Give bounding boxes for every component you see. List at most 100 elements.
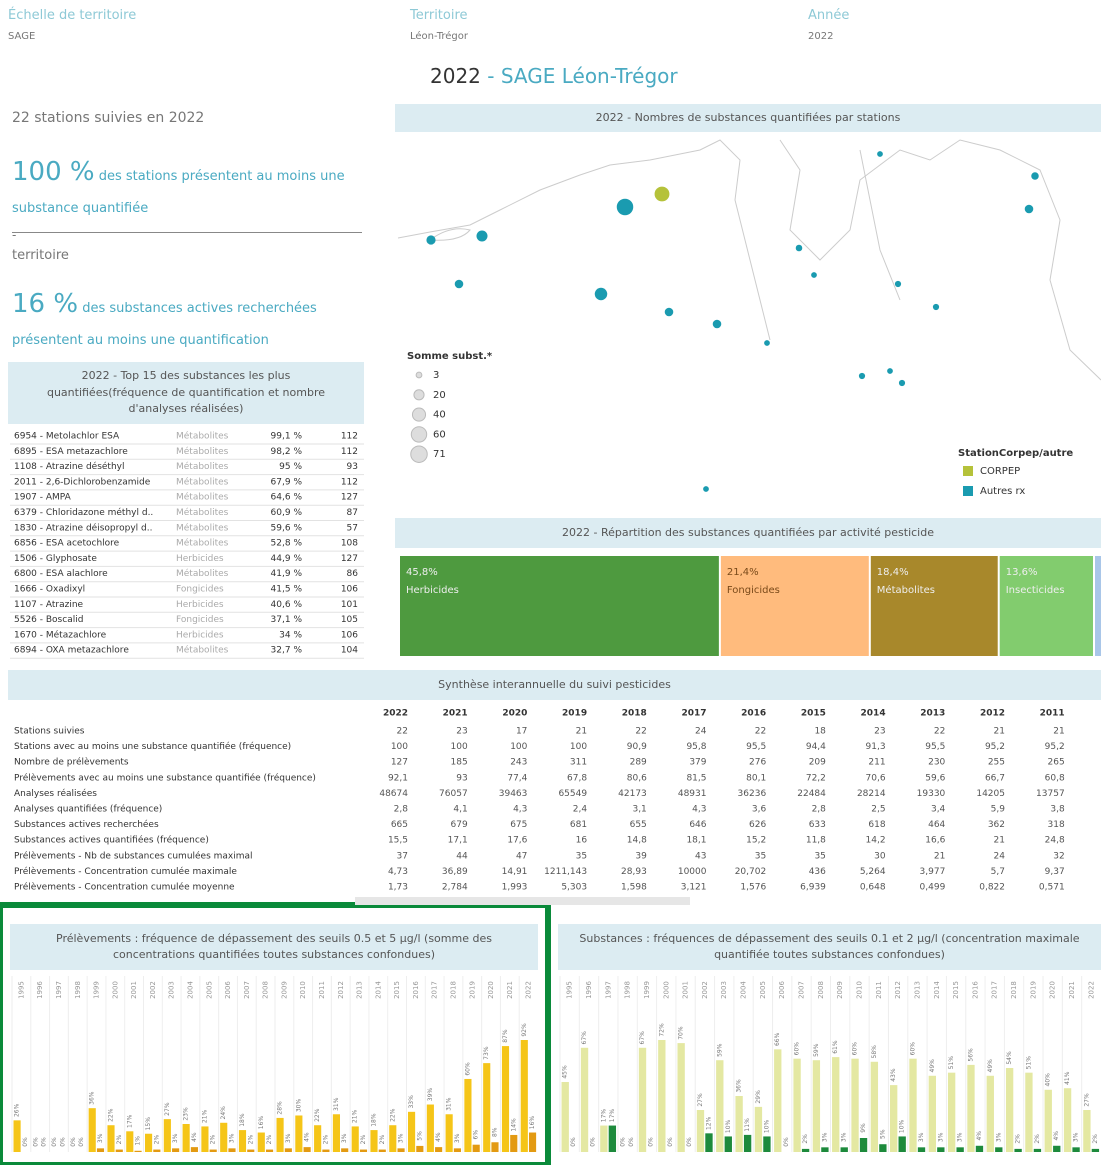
data-label: 51% <box>1025 1056 1032 1070</box>
bar <box>812 1060 821 1152</box>
station <box>654 186 670 202</box>
data-label: 3% <box>97 1133 104 1143</box>
cell: 42173 <box>618 789 647 799</box>
data-label: 9% <box>860 1123 867 1133</box>
cell: 81,5 <box>686 773 706 783</box>
cell: Fongicides <box>176 615 224 625</box>
bar <box>115 1149 123 1152</box>
bar <box>793 1058 801 1152</box>
cell: 276 <box>749 758 766 768</box>
data-label: 60% <box>464 1062 471 1076</box>
title-year: 2022 <box>430 64 481 88</box>
value-label: 45,8% <box>406 567 438 578</box>
cell: 3,6 <box>752 805 767 815</box>
legend-label: 71 <box>433 449 446 460</box>
treemap-cell <box>400 556 719 656</box>
cell: 1,576 <box>740 883 766 893</box>
cell: 57 <box>347 523 358 533</box>
legend-label: Autres rx <box>980 486 1025 497</box>
dashboard-title: 2022 - SAGE Léon-Trégor <box>430 64 678 88</box>
cell: 379 <box>689 758 706 768</box>
bar <box>107 1125 115 1152</box>
bar <box>201 1126 209 1152</box>
bar <box>986 1075 994 1152</box>
territory: territoire <box>12 248 69 263</box>
bar <box>840 1147 848 1152</box>
data-label: 0% <box>628 1137 635 1147</box>
cell: 21 <box>1053 727 1064 737</box>
data-label: 11% <box>744 1118 751 1132</box>
x-tick-label: 2003 <box>168 981 176 999</box>
data-label: 3% <box>285 1133 292 1143</box>
bar <box>341 1148 349 1152</box>
x-tick-label: 2021 <box>506 981 514 999</box>
data-label: 3% <box>454 1133 461 1143</box>
cell: 112 <box>341 447 358 457</box>
bar <box>1063 1088 1072 1152</box>
cell: 1211,143 <box>544 867 587 877</box>
x-tick-label: 1995 <box>17 981 25 999</box>
cell: 16,6 <box>925 836 945 846</box>
cell: 6800 - ESA alachlore <box>14 569 108 579</box>
data-label: 60% <box>910 1042 917 1056</box>
bar <box>658 1040 666 1152</box>
cell: 3,4 <box>931 805 946 815</box>
data-label: 36% <box>736 1079 743 1093</box>
data-label: 10% <box>899 1119 906 1133</box>
x-tick-label: 1996 <box>585 981 593 999</box>
cell: 24,8 <box>1045 836 1065 846</box>
bar <box>520 1040 528 1152</box>
cell: 59,6 <box>925 773 945 783</box>
cell: 100 <box>451 742 468 752</box>
cell: 32 <box>1053 851 1064 861</box>
cell: 679 <box>451 820 468 830</box>
x-tick-label: 1999 <box>93 981 101 999</box>
cell: 1907 - AMPA <box>14 493 72 503</box>
data-label: 51% <box>948 1056 955 1070</box>
cell: 28,93 <box>621 867 647 877</box>
bar <box>491 1142 499 1152</box>
legend-label: 40 <box>433 410 446 421</box>
data-label: 45% <box>562 1065 569 1079</box>
cell: 15,2 <box>746 836 766 846</box>
cell: 92,1 <box>388 773 408 783</box>
x-tick-label: 2001 <box>130 981 138 999</box>
cell: Herbicides <box>176 630 224 640</box>
cell: 1,73 <box>388 883 408 893</box>
data-label: 3% <box>172 1133 179 1143</box>
data-label: 15% <box>145 1117 152 1131</box>
data-label: 6% <box>473 1130 480 1140</box>
x-tick-label: 1997 <box>604 981 612 999</box>
cell: 21 <box>994 836 1005 846</box>
cell: Métabolites <box>176 522 229 533</box>
data-label: 31% <box>446 1097 453 1111</box>
cell: 0,499 <box>920 883 946 893</box>
cell: 43 <box>695 851 706 861</box>
cell: 230 <box>928 758 945 768</box>
cell: 2,8 <box>812 805 827 815</box>
x-tick-label: 2005 <box>205 981 213 999</box>
bar <box>956 1147 964 1152</box>
category-label: Herbicides <box>406 585 459 596</box>
filter-label: Territoire <box>410 8 468 23</box>
data-label: 66% <box>774 1032 781 1046</box>
x-tick-label: 2009 <box>280 981 288 999</box>
data-label: 59% <box>813 1043 820 1057</box>
cell: 255 <box>988 758 1005 768</box>
bar <box>909 1058 917 1152</box>
data-label: 3% <box>398 1133 405 1143</box>
bar <box>917 1147 926 1152</box>
kpi-text: des stations présentent au moins une sub… <box>12 169 345 217</box>
cell: Fongicides <box>176 585 224 595</box>
cell: 65549 <box>558 789 587 799</box>
bar <box>483 1063 491 1152</box>
filter-value: Léon-Trégor <box>410 31 468 42</box>
treemap-cell <box>870 556 998 656</box>
data-label: 73% <box>483 1046 490 1060</box>
x-tick-label: 2019 <box>1029 981 1037 999</box>
bar <box>303 1147 311 1152</box>
bar <box>435 1147 443 1152</box>
data-label: 70% <box>678 1026 685 1040</box>
station <box>594 287 608 301</box>
bar <box>975 1145 984 1152</box>
